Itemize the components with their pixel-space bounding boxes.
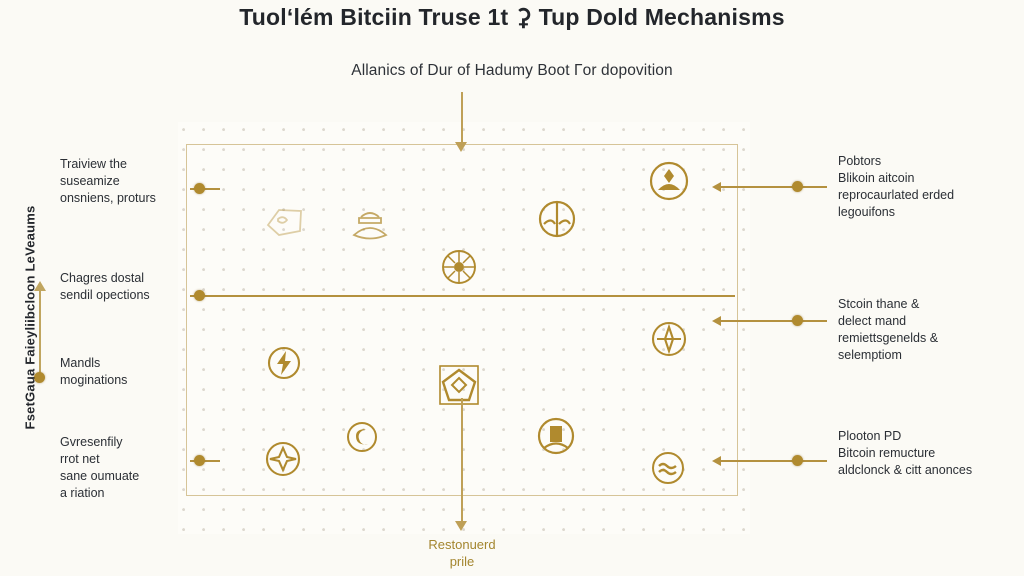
top-connector-line [461,92,463,144]
shield-badge-icon [265,205,305,239]
right-connector-line-2 [717,320,827,322]
sunburst-icon [440,248,478,286]
bottom-caption: Restonuerd prile [428,537,496,569]
left-connector-node-4 [194,455,205,466]
page-title: Tuolʻlém Bitciin Truse 1t ⚳ Tup Dold Mec… [239,4,785,30]
left-connector-node-1 [194,183,205,194]
right-connector-arrow-icon-2 [712,316,721,326]
top-connector-arrow-icon [455,142,467,152]
annotation-left-3: Mandls moginations [60,356,128,387]
compass-icon [264,440,302,478]
left-connector-line-4 [190,460,220,462]
annotation-left-1: Traiview the suseamize onsniens, proturs [60,157,156,205]
moon-coin-icon [345,420,379,454]
axis-origin-node [34,372,45,383]
right-connector-node-3 [792,455,803,466]
annotation-right-3: Plooton PD Bitcoin remucture aldclonck &… [838,429,973,477]
right-connector-line-3 [717,460,827,462]
script-coin-icon [650,450,686,486]
axis-arrow-line [39,288,41,378]
right-connector-node-2 [792,315,803,326]
left-connector-line-1 [190,188,220,190]
bottom-connector-arrow-icon [455,521,467,531]
bottom-connector-line [461,398,463,524]
gem-node-icon [437,363,481,407]
right-connector-arrow-icon-1 [712,182,721,192]
right-connector-node-1 [792,181,803,192]
left-connector-node-2 [194,290,205,301]
annotation-right-1: Pobtors Blikoin aitcoin reprocaurlated e… [838,154,955,219]
compass-icon [650,320,688,358]
bolt-circle-icon [266,345,302,381]
axis-arrow-icon [34,281,46,291]
right-connector-line-1 [717,186,827,188]
annotation-left-4: Gvresenfily rrot net sane oumuate a riat… [60,435,140,500]
coin-split-icon [537,199,577,239]
annotation-left-2: Chagres dostal sendil opections [60,271,150,302]
crown-vault-icon [348,205,392,245]
right-connector-arrow-icon-3 [712,456,721,466]
vertical-axis-label: FsetGaua Faieyliibcloon LeVeaums [22,205,38,430]
annotation-right-2: Stcoin thane & delect mand remiettsgenel… [838,297,939,362]
page-subtitle: Allanics of Dur of Hadumy Boot Γor dopov… [351,62,673,79]
ledger-circle-icon [648,160,690,202]
left-connector-line-2 [190,295,735,297]
stack-circle-icon [535,415,577,457]
